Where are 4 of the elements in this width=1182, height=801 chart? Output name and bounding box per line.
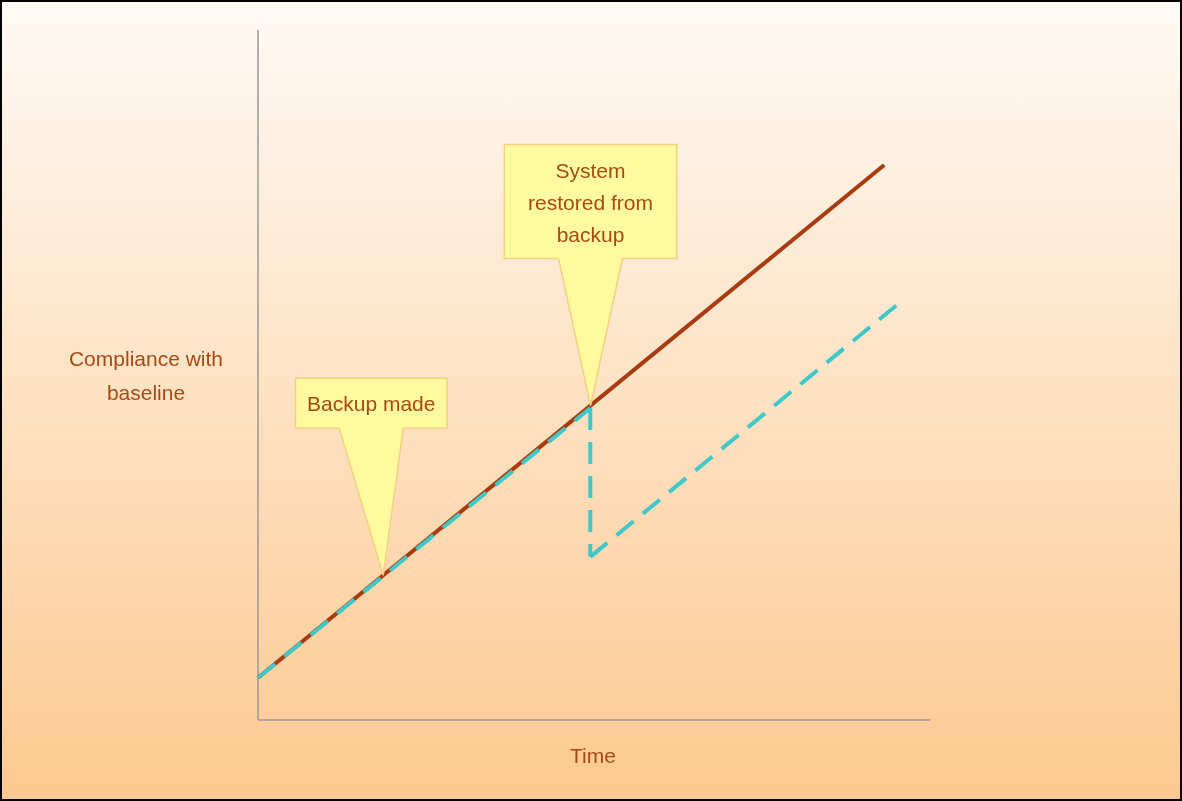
annotation: Backup made [307, 392, 436, 416]
y-axis-title: Compliance with baseline [68, 347, 224, 404]
annotation: System restored from backup [528, 158, 653, 246]
x-axis-title: Time [570, 744, 616, 767]
